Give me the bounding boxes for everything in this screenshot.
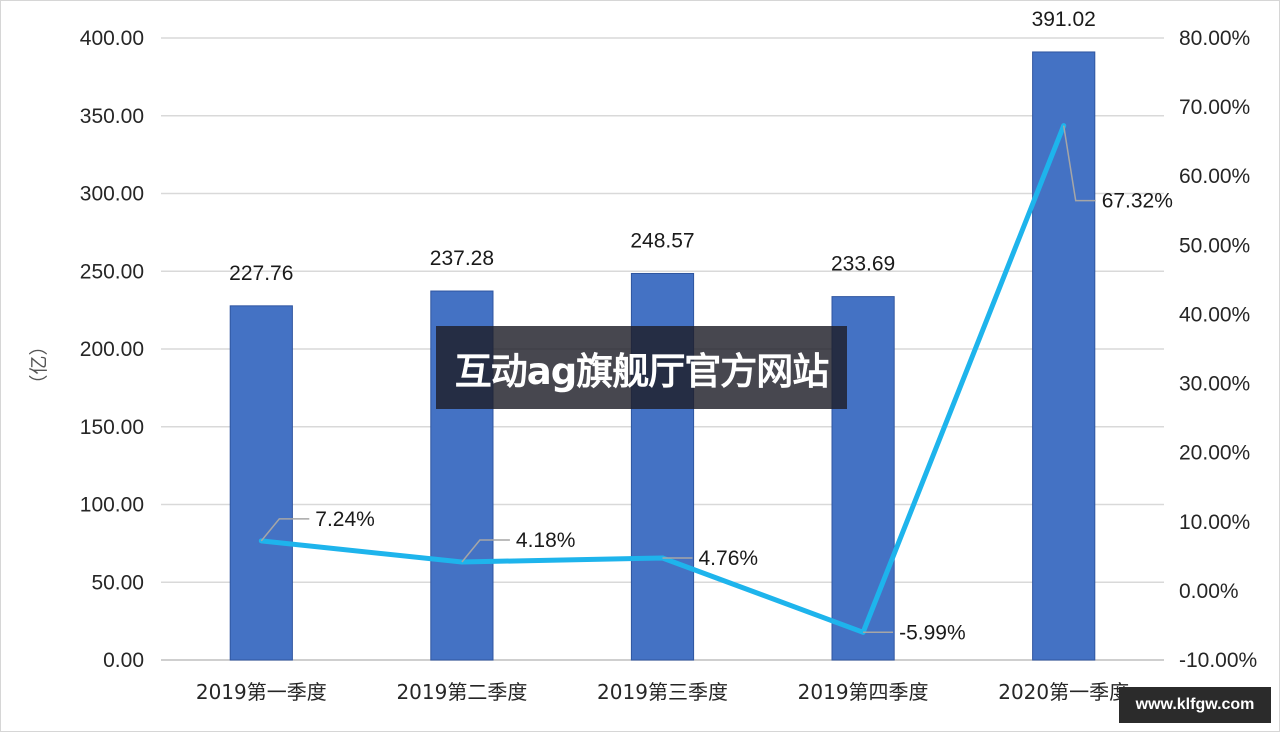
- y-tick-label: 400.00: [80, 27, 144, 50]
- y2-tick-label: 40.00%: [1179, 303, 1250, 326]
- watermark-banner: 互动ag旗舰厅官方网站: [436, 326, 847, 409]
- line-value-label: 4.76%: [699, 547, 759, 570]
- y2-tick-label: 80.00%: [1179, 27, 1250, 50]
- bar-value-labels: 227.76 237.28 248.57 233.69 391.02: [229, 8, 1096, 285]
- bar: [1032, 51, 1096, 661]
- bar-value-label: 233.69: [831, 253, 895, 276]
- category-label: 2020第一季度: [998, 680, 1129, 704]
- leader-line: [1062, 125, 1096, 202]
- y-tick-label: 150.00: [80, 416, 144, 439]
- y-axis-label: （亿）: [28, 336, 50, 393]
- y2-tick-label: 30.00%: [1179, 373, 1250, 396]
- y2-tick-label: 20.00%: [1179, 442, 1250, 465]
- y2-tick-label: -10.00%: [1179, 649, 1257, 672]
- bar-value-label: 227.76: [229, 262, 293, 285]
- y-tick-label: 350.00: [80, 105, 144, 128]
- right-axis-ticks: -10.00% 0.00% 10.00% 20.00% 30.00% 40.00% 50.0…: [1179, 27, 1257, 672]
- line-value-label: -5.99%: [899, 621, 966, 644]
- y-tick-label: 0.00: [103, 649, 144, 672]
- y2-tick-label: 70.00%: [1179, 96, 1250, 119]
- category-label: 2019第二季度: [396, 680, 527, 704]
- line-value-label: 4.18%: [516, 529, 576, 552]
- bar-value-label: 237.28: [430, 247, 494, 270]
- y2-tick-label: 60.00%: [1179, 165, 1250, 188]
- y2-tick-label: 0.00%: [1179, 580, 1239, 603]
- y-tick-label: 200.00: [80, 338, 144, 361]
- y-tick-label: 100.00: [80, 494, 144, 517]
- bar-value-label: 248.57: [630, 229, 694, 252]
- leader-line: [461, 539, 510, 563]
- watermark-text: 互动ag旗舰厅官方网站: [454, 349, 829, 393]
- category-label: 2019第三季度: [597, 680, 728, 704]
- category-label: 2019第四季度: [798, 680, 929, 704]
- leader-line: [260, 518, 310, 542]
- site-url-badge[interactable]: www.klfgw.com: [1119, 687, 1271, 723]
- y2-tick-label: 10.00%: [1179, 511, 1250, 534]
- category-labels: 2019第一季度 2019第二季度 2019第三季度 2019第四季度 2020第一季度: [196, 680, 1129, 704]
- line-value-label: 67.32%: [1102, 190, 1173, 213]
- bar-value-label: 391.02: [1032, 8, 1096, 31]
- y-tick-label: 250.00: [80, 260, 144, 283]
- line-value-labels: 7.24% 4.18% 4.76% -5.99% 67.32%: [260, 125, 1173, 644]
- y-tick-label: 300.00: [80, 183, 144, 206]
- category-label: 2019第一季度: [196, 680, 327, 704]
- bar: [229, 305, 293, 661]
- line-value-label: 7.24%: [315, 508, 375, 531]
- y-tick-label: 50.00: [91, 571, 144, 594]
- y2-tick-label: 50.00%: [1179, 234, 1250, 257]
- left-axis-ticks: 0.00 50.00 100.00 150.00 200.00 250.00 300.00 3…: [80, 27, 144, 672]
